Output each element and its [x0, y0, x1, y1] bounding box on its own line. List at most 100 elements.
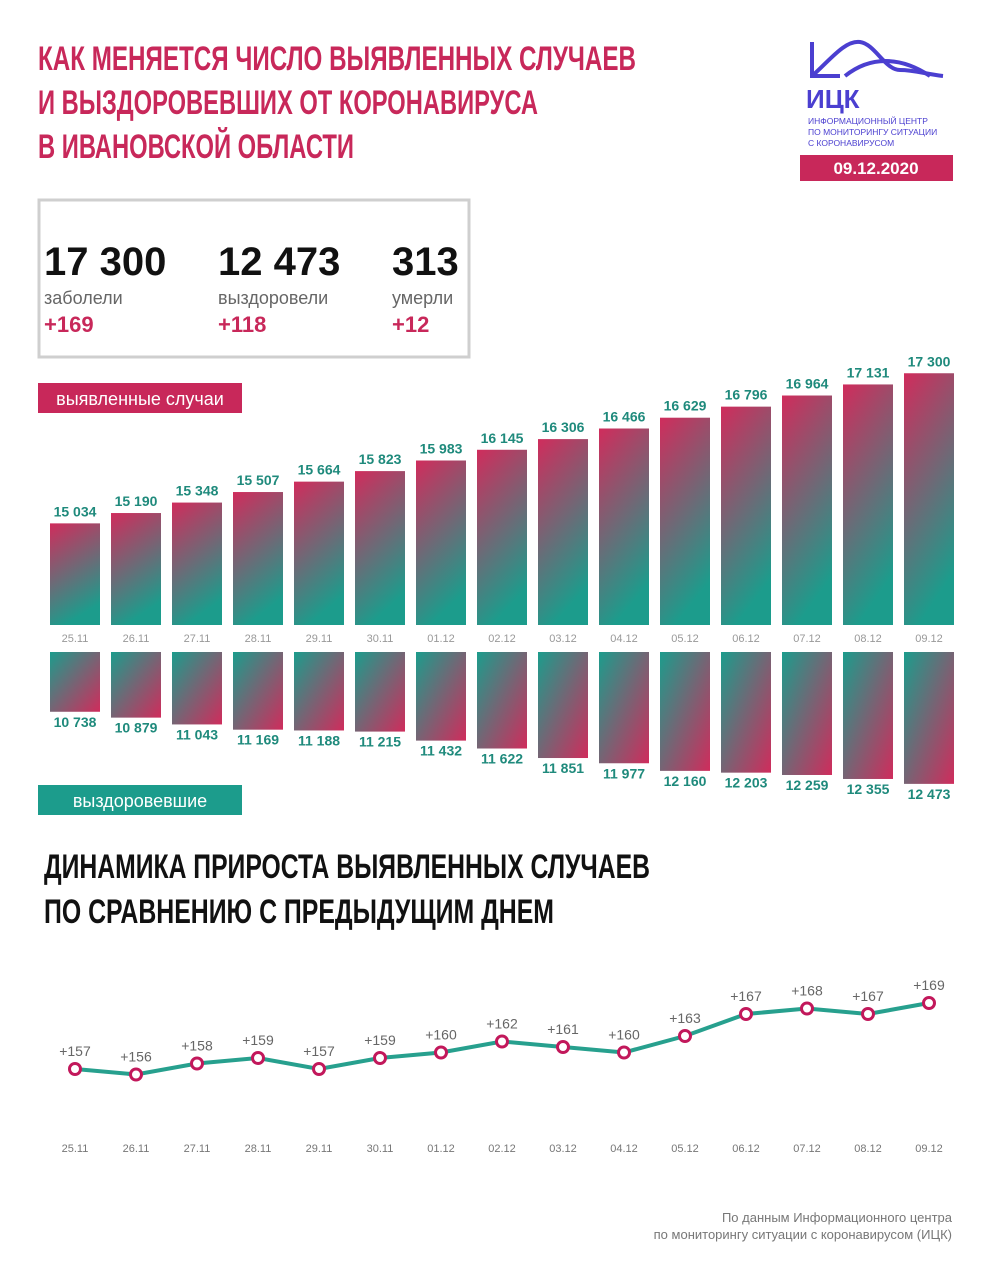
value-label: +162 [486, 1016, 518, 1032]
value-label: 16 306 [542, 419, 585, 435]
value-label: 17 131 [847, 364, 890, 380]
summary-delta: +118 [218, 312, 266, 337]
x-tick-label: 28.11 [245, 1143, 272, 1155]
value-label: 11 622 [481, 751, 523, 767]
bar [50, 652, 100, 712]
logo-text: ПО МОНИТОРИНГУ СИТУАЦИИ [808, 127, 937, 137]
summary-value: 12 473 [218, 240, 340, 284]
value-label: +156 [120, 1049, 152, 1065]
value-label: 16 466 [603, 409, 646, 425]
value-label: 15 507 [237, 472, 280, 488]
bar [843, 652, 893, 779]
logo-text: ИНФОРМАЦИОННЫЙ ЦЕНТР [808, 115, 928, 126]
bar [660, 652, 710, 771]
bar [538, 439, 588, 625]
value-label: 15 823 [359, 451, 402, 467]
x-tick-label: 30.11 [367, 633, 394, 645]
summary-label: умерли [392, 288, 453, 308]
x-tick-label: 09.12 [915, 633, 943, 645]
value-label: +167 [730, 988, 762, 1004]
value-label: 12 203 [725, 775, 768, 791]
value-label: 11 215 [359, 734, 401, 750]
logo-text: С КОРОНАВИРУСОМ [808, 138, 894, 148]
bar [782, 395, 832, 625]
logo [810, 39, 944, 78]
value-label: 16 629 [664, 398, 707, 414]
x-tick-label: 27.11 [184, 1143, 211, 1155]
bar [50, 523, 100, 625]
bar [660, 417, 710, 625]
bar [843, 384, 893, 625]
bar [294, 481, 344, 625]
bar [233, 652, 283, 730]
value-label: +158 [181, 1038, 213, 1054]
marker [251, 1051, 265, 1065]
bar [294, 652, 344, 731]
logo-mark [843, 59, 932, 78]
marker [373, 1051, 387, 1065]
bar [782, 652, 832, 775]
value-label: 15 983 [420, 441, 463, 457]
value-label: 10 738 [54, 714, 97, 730]
value-label: 15 034 [54, 503, 97, 519]
value-label: +159 [242, 1032, 274, 1048]
date-badge [800, 155, 953, 181]
summary-delta: +12 [392, 312, 429, 337]
bar [904, 652, 954, 784]
value-label: +157 [59, 1043, 91, 1059]
value-label: 11 977 [603, 765, 645, 781]
title-line: КАК МЕНЯЕТСЯ ЧИСЛО ВЫЯВЛЕННЫХ СЛУЧАЕВ [38, 40, 636, 78]
x-tick-label: 07.12 [793, 1143, 821, 1155]
x-tick-label: 29.11 [306, 633, 333, 645]
bar [599, 652, 649, 764]
logo-abbr: ИЦК [806, 84, 860, 114]
bar [172, 652, 222, 725]
bar [233, 492, 283, 625]
summary-box [37, 198, 471, 359]
value-label: +161 [547, 1021, 579, 1037]
value-label: 15 190 [115, 493, 158, 509]
value-label: 12 259 [786, 777, 829, 793]
summary-delta: +169 [44, 312, 94, 337]
value-label: 11 188 [298, 732, 340, 748]
bar [416, 460, 466, 625]
source: по мониторингу ситуации с коронавирусом … [654, 1227, 952, 1242]
value-label: 12 473 [908, 786, 951, 802]
x-tick-label: 29.11 [306, 1143, 333, 1155]
value-label: 16 964 [786, 376, 829, 392]
chart-title: ДИНАМИКА ПРИРОСТА ВЫЯВЛЕННЫХ СЛУЧАЕВ [44, 848, 650, 886]
bar [477, 449, 527, 625]
value-label: 11 432 [420, 743, 462, 759]
x-tick-label: 04.12 [610, 633, 638, 645]
marker [68, 1062, 82, 1076]
bar [172, 502, 222, 625]
x-tick-label: 09.12 [915, 1143, 943, 1155]
marker [678, 1029, 692, 1043]
x-tick-label: 06.12 [732, 1143, 760, 1155]
x-tick-label: 01.12 [427, 1143, 455, 1155]
x-tick-label: 25.11 [62, 1143, 89, 1155]
x-tick-label: 06.12 [732, 633, 760, 645]
x-tick-label: 28.11 [245, 633, 272, 645]
value-label: 10 879 [115, 720, 158, 736]
value-label: +157 [303, 1043, 335, 1059]
value-label: 12 355 [847, 781, 890, 797]
bar [538, 652, 588, 759]
x-tick-label: 07.12 [793, 633, 821, 645]
marker [190, 1056, 204, 1071]
marker [556, 1040, 570, 1054]
marker [861, 1007, 875, 1021]
value-label: 17 300 [908, 353, 951, 369]
series-label-pill [38, 383, 242, 413]
series-label: выздоровевшие [73, 791, 207, 811]
value-label: +168 [791, 983, 823, 999]
value-label: 16 145 [481, 430, 524, 446]
summary-value: 313 [392, 240, 459, 284]
logo-mark [810, 39, 944, 78]
bar [599, 428, 649, 625]
marker [922, 996, 936, 1010]
bar [355, 652, 405, 732]
x-tick-label: 26.11 [123, 633, 150, 645]
